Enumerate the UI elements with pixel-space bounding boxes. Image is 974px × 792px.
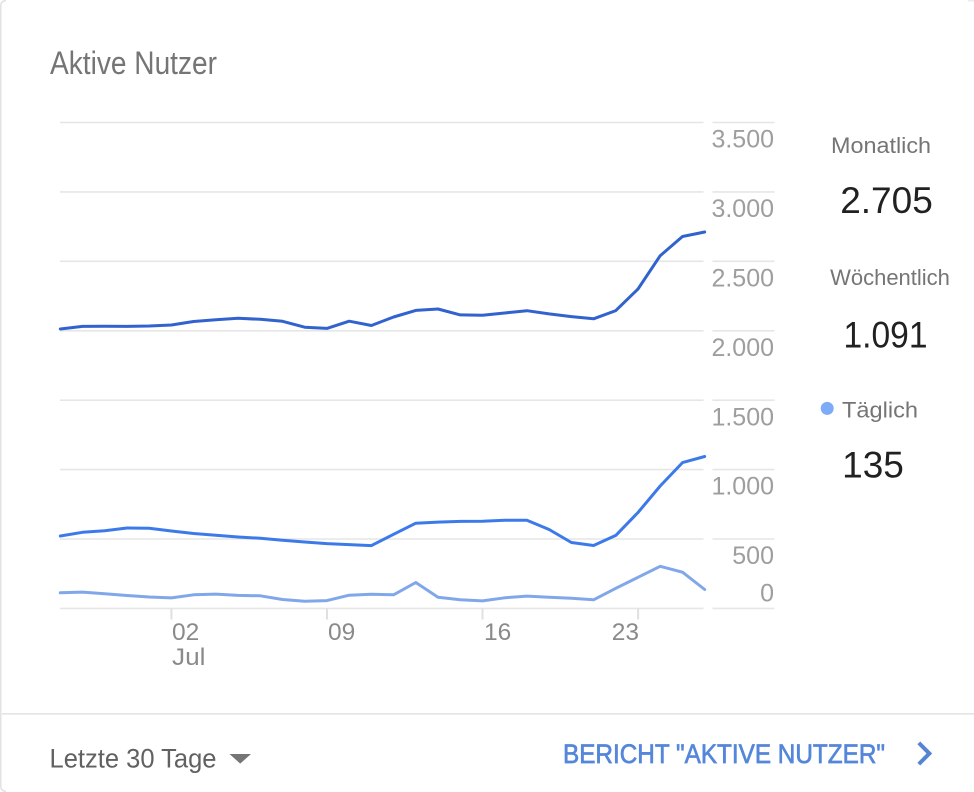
svg-text:1.500: 1.500 xyxy=(711,403,774,431)
svg-text:02: 02 xyxy=(172,619,199,646)
svg-text:2.705: 2.705 xyxy=(840,180,933,221)
svg-text:3.500: 3.500 xyxy=(711,126,774,154)
svg-text:Täglich: Täglich xyxy=(842,397,918,422)
svg-text:BERICHT "AKTIVE NUTZER": BERICHT "AKTIVE NUTZER" xyxy=(563,739,885,769)
svg-text:Jul: Jul xyxy=(172,644,206,671)
svg-text:Wöchentlich: Wöchentlich xyxy=(830,265,950,290)
svg-text:0: 0 xyxy=(760,580,774,608)
svg-text:23: 23 xyxy=(612,619,639,646)
svg-text:1.091: 1.091 xyxy=(844,314,928,355)
svg-text:135: 135 xyxy=(842,445,904,486)
svg-text:1.000: 1.000 xyxy=(711,473,774,501)
svg-text:2.500: 2.500 xyxy=(711,264,774,292)
svg-text:16: 16 xyxy=(484,619,511,646)
svg-text:2.000: 2.000 xyxy=(711,334,774,362)
svg-text:Aktive Nutzer: Aktive Nutzer xyxy=(50,45,217,81)
svg-text:500: 500 xyxy=(732,542,774,570)
svg-text:Letzte 30 Tage: Letzte 30 Tage xyxy=(50,744,217,774)
svg-text:3.000: 3.000 xyxy=(711,195,774,223)
svg-text:Monatlich: Monatlich xyxy=(831,133,931,158)
svg-text:09: 09 xyxy=(328,619,355,646)
